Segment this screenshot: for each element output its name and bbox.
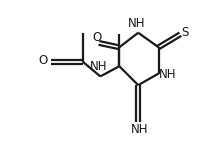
Text: O: O [92,31,101,44]
Text: NH: NH [128,17,146,30]
Text: NH: NH [159,69,177,81]
Text: O: O [38,54,47,67]
Text: NH: NH [131,123,149,136]
Text: NH: NH [90,60,108,74]
Text: S: S [181,26,188,39]
